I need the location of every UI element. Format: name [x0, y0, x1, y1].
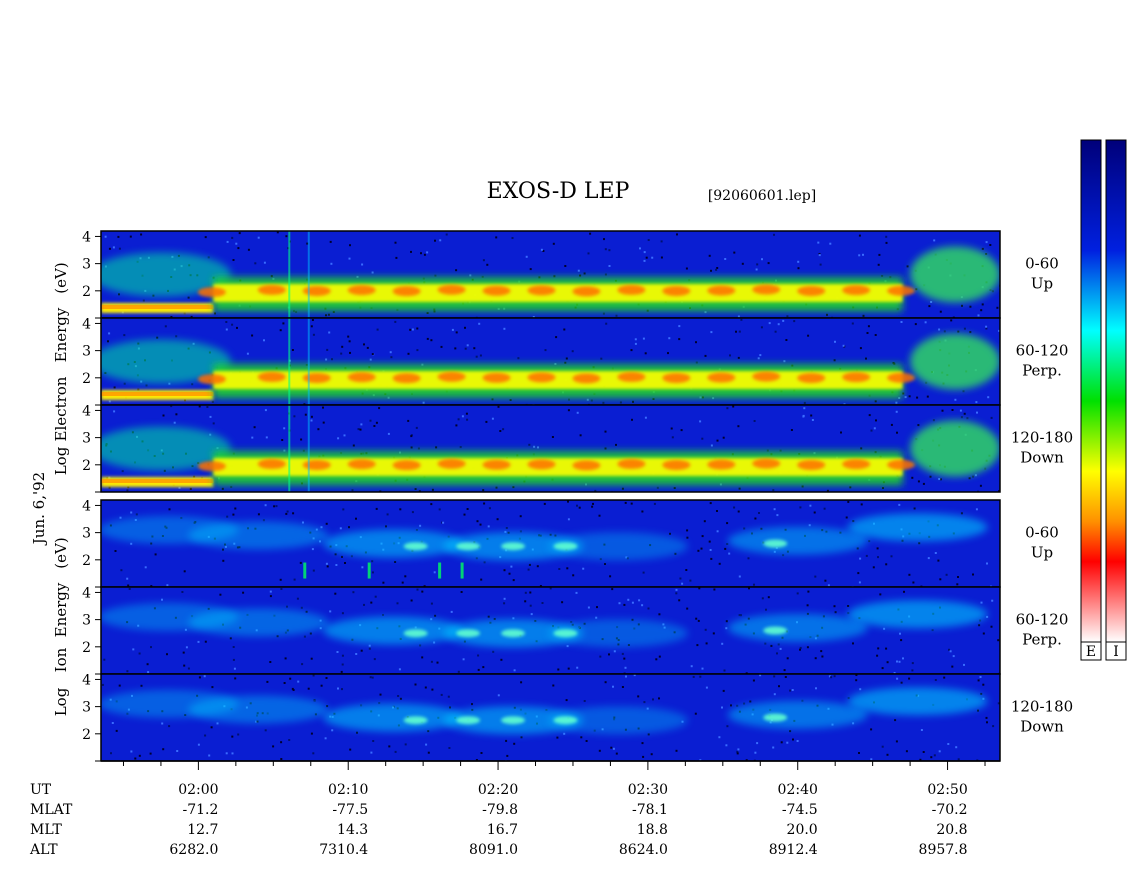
electron-ylabel-electron: Electron	[52, 376, 70, 441]
ytick-label: 2	[82, 284, 91, 300]
ephemeris-value: 8912.4	[769, 842, 818, 858]
ytick-label: 4	[82, 585, 91, 601]
panel-electron-perp: 2 3 4 60-120 Perp.	[82, 316, 1068, 406]
ephemeris-value: 7310.4	[319, 842, 368, 858]
electron-ylabel-energy: Energy	[52, 307, 70, 362]
ytick-label: 2	[82, 727, 91, 743]
panel-direction-label: Down	[1020, 449, 1064, 467]
ephemeris-value: 8624.0	[619, 842, 668, 858]
ephemeris-value: 02:20	[478, 782, 518, 798]
panel-electron-up: 2 3 4 0-60 Up	[82, 229, 1059, 319]
ytick-label: 4	[82, 672, 91, 688]
ytick-label: 2	[82, 640, 91, 656]
spectrogram-panels: 2 3 4 0-60 Up 2 3 4 60-120 Perp. 2 3 4 120-180 Down 2 3 4…	[82, 229, 1073, 762]
ion-ylabel-log: Log	[52, 687, 70, 716]
ephemeris-value: -71.2	[182, 802, 218, 818]
ion-ylabel-energy: Energy	[52, 582, 70, 637]
ytick-label: 3	[82, 526, 91, 542]
ytick-label: 4	[82, 229, 91, 245]
ephemeris-row-label: MLT	[30, 822, 62, 838]
electron-ylabel-log: Log	[52, 446, 70, 475]
date-label: Jun. 6,'92	[30, 472, 48, 546]
ion-ylabel-ion: Ion	[52, 647, 70, 672]
panel-direction-label: Perp.	[1022, 631, 1062, 649]
panel-angle-label: 120-180	[1011, 429, 1073, 447]
panel-electron-down: 2 3 4 120-180 Down	[82, 403, 1073, 493]
file-label: [92060601.lep]	[708, 188, 816, 204]
time-axis	[101, 760, 1000, 770]
ytick-label: 4	[82, 498, 91, 514]
ephemeris-value: 6282.0	[169, 842, 218, 858]
ephemeris-value: 02:50	[927, 782, 967, 798]
ephemeris-value: 18.8	[637, 822, 668, 838]
panel-angle-label: 0-60	[1025, 255, 1059, 273]
ephemeris-value: -79.8	[482, 802, 518, 818]
panel-ion-perp: 2 3 4 60-120 Perp.	[82, 585, 1069, 675]
ytick-label: 2	[82, 553, 91, 569]
ephemeris-value: -78.1	[632, 802, 668, 818]
panel-direction-label: Up	[1031, 275, 1053, 293]
ytick-label: 2	[82, 458, 91, 474]
panel-angle-label: 60-120	[1016, 342, 1069, 360]
colorbar-electron-label: E	[1086, 644, 1096, 660]
electron-ylabel-unit: (eV)	[52, 262, 70, 293]
ephemeris-value: 12.7	[187, 822, 218, 838]
ephemeris-value: 02:40	[778, 782, 818, 798]
ytick-label: 2	[82, 371, 91, 387]
colorbar-electron: E	[1080, 139, 1102, 661]
ytick-label: 4	[82, 403, 91, 419]
panel-angle-label: 60-120	[1016, 611, 1069, 629]
panel-angle-label: 0-60	[1025, 524, 1059, 542]
ephemeris-value: 16.7	[487, 822, 518, 838]
ephemeris-table: UT 02:00 02:10 02:20 02:30 02:40 02:50 MLAT -71.…	[29, 782, 968, 858]
ephemeris-row-label: UT	[30, 782, 52, 798]
ephemeris-value: -70.2	[932, 802, 968, 818]
panel-ion-down: 2 3 4 120-180 Down	[82, 672, 1073, 762]
ephemeris-value: 8091.0	[469, 842, 518, 858]
colorbar-ion-label: I	[1113, 644, 1119, 660]
panel-angle-label: 120-180	[1011, 698, 1073, 716]
ytick-label: 3	[82, 344, 91, 360]
colorbar-ion: I	[1105, 139, 1127, 661]
ephemeris-value: 02:10	[328, 782, 368, 798]
ytick-label: 3	[82, 700, 91, 716]
ephemeris-value: 20.0	[787, 822, 818, 838]
ephemeris-value: -74.5	[782, 802, 818, 818]
ytick-label: 3	[82, 431, 91, 447]
ephemeris-value: -77.5	[332, 802, 368, 818]
ytick-label: 3	[82, 613, 91, 629]
ephemeris-row-label: MLAT	[30, 802, 73, 818]
panel-direction-label: Up	[1031, 544, 1053, 562]
ephemeris-value: 14.3	[337, 822, 368, 838]
ion-ylabel-unit: (eV)	[52, 537, 70, 568]
ytick-label: 4	[82, 316, 91, 332]
ephemeris-row-label: ALT	[29, 842, 58, 858]
ephemeris-value: 02:00	[178, 782, 218, 798]
panel-direction-label: Down	[1020, 718, 1064, 736]
chart-title: EXOS-D LEP	[487, 179, 630, 204]
ephemeris-value: 8957.8	[919, 842, 968, 858]
ephemeris-value: 20.8	[936, 822, 967, 838]
panel-direction-label: Perp.	[1022, 362, 1062, 380]
ephemeris-value: 02:30	[628, 782, 668, 798]
panel-ion-up: 2 3 4 0-60 Up	[82, 498, 1059, 588]
ytick-label: 3	[82, 257, 91, 273]
